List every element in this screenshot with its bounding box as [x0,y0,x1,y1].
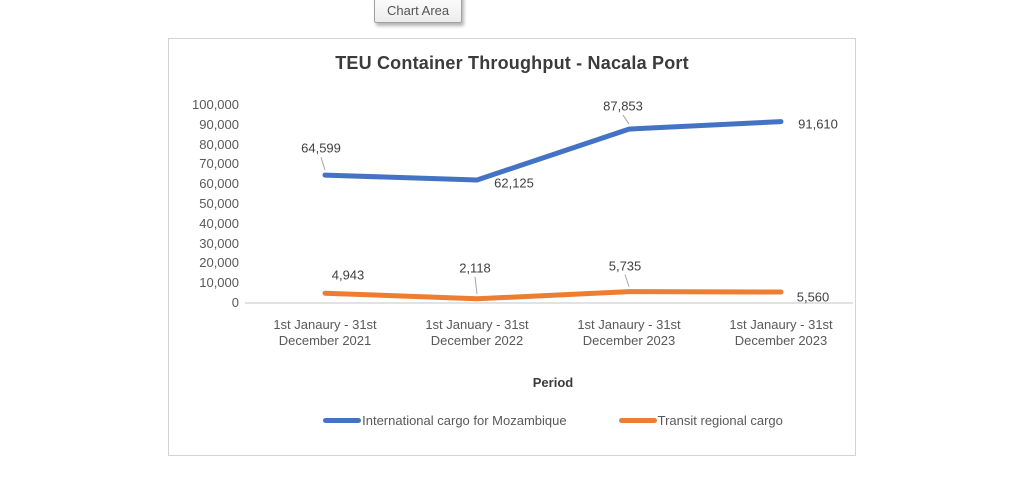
data-label-leader-line [320,156,326,171]
x-axis-category-label[interactable]: 1st Janaury - 31st December 2021 [273,317,377,348]
legend-item-international-cargo[interactable]: International cargo for Mozambique [323,413,567,428]
y-axis-tick-label[interactable]: 90,000 [199,116,239,132]
y-axis-tick-label[interactable]: 20,000 [199,255,239,271]
legend-label: Transit regional cargo [657,413,783,428]
y-axis-tick-label[interactable]: 40,000 [199,215,239,231]
series-line-transit-regional-cargo[interactable] [322,289,784,302]
data-label[interactable]: 64,599 [301,140,341,156]
chart-area[interactable]: TEU Container Throughput - Nacala Port 0… [168,38,856,456]
series-line-international-cargo[interactable] [322,119,784,183]
y-axis-tick-label[interactable]: 70,000 [199,156,239,172]
plot-area [245,114,853,304]
data-label[interactable]: 87,853 [603,98,643,114]
data-label-leader-line [474,276,478,294]
y-axis-tick-label[interactable]: 100,000 [192,97,239,112]
data-label[interactable]: 5,560 [796,289,830,305]
legend-line-swatch-icon [618,418,657,423]
x-axis-category-label[interactable]: 1st Janaury - 31st December 2023 [577,317,681,348]
y-axis-tick-label[interactable]: 30,000 [199,235,239,251]
data-label[interactable]: 62,125 [494,175,534,191]
y-axis-tick-label[interactable]: 60,000 [199,176,239,192]
legend-label: International cargo for Mozambique [362,413,567,428]
data-label[interactable]: 5,735 [608,258,642,274]
x-axis-title[interactable]: Period [532,375,574,390]
chart-area-tooltip: Chart Area [374,0,463,23]
legend-line-swatch-icon [323,418,362,423]
data-label-leader-line [622,114,630,125]
data-label[interactable]: 91,610 [798,116,838,132]
data-label[interactable]: 4,943 [331,267,365,283]
legend[interactable]: International cargo for Mozambique Transi… [249,413,857,428]
y-axis-tick-label[interactable]: 80,000 [199,136,239,152]
y-axis-tick-label[interactable]: 10,000 [199,275,239,291]
x-axis-category-label[interactable]: 1st January - 31st December 2022 [425,317,529,348]
x-axis-category-label[interactable]: 1st Janaury - 31st December 2023 [729,317,833,348]
data-label-leader-line [624,274,630,287]
chart-area-tooltip-label: Chart Area [387,3,450,18]
y-axis-tick-label[interactable]: 0 [231,295,239,310]
chart-title[interactable]: TEU Container Throughput - Nacala Port [335,53,689,73]
data-label[interactable]: 2,118 [459,260,491,276]
y-axis-tick-label[interactable]: 50,000 [199,196,239,211]
legend-item-transit-regional-cargo[interactable]: Transit regional cargo [618,413,783,428]
